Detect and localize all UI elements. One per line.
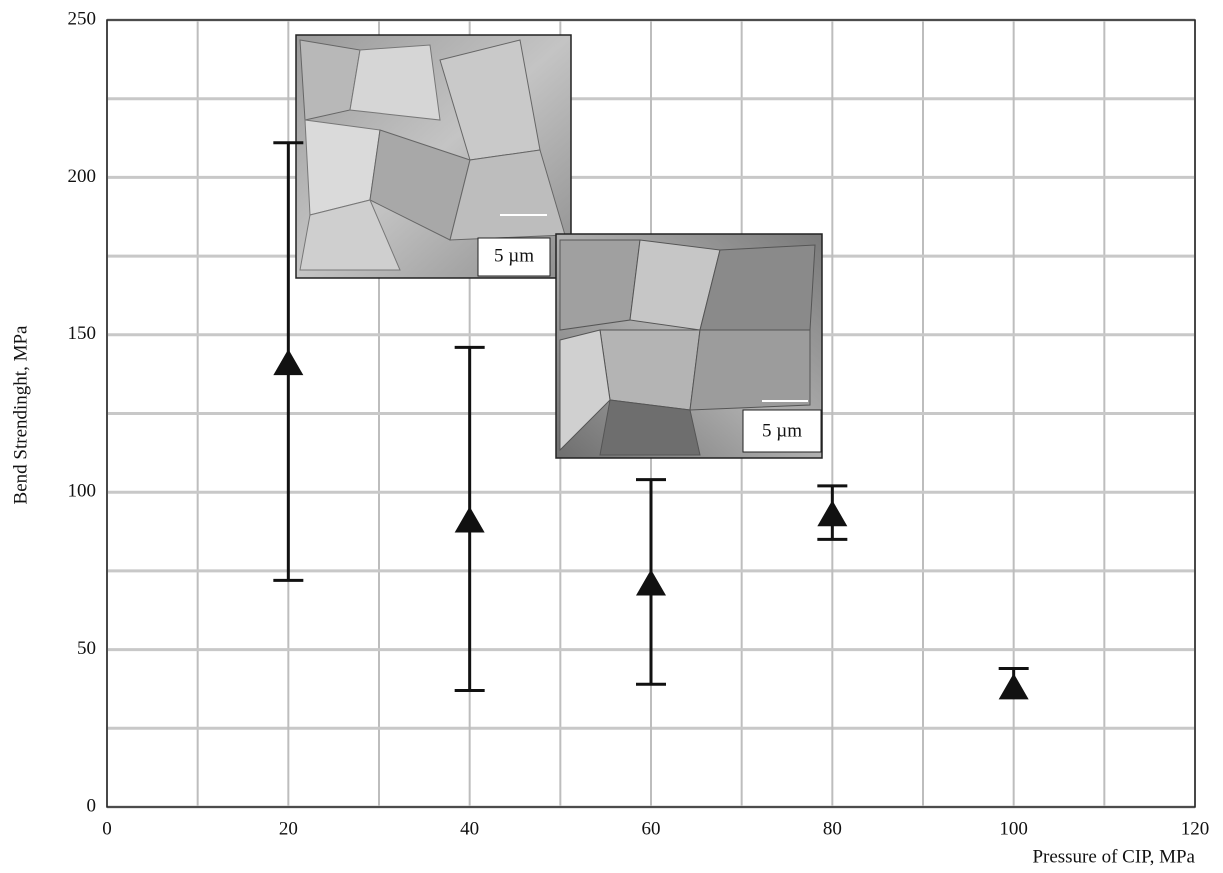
x-tick-label: 80 xyxy=(823,818,842,839)
x-tick-label: 0 xyxy=(102,818,112,839)
marker xyxy=(999,673,1029,699)
y-tick-label: 200 xyxy=(68,166,97,187)
x-tick-label: 40 xyxy=(460,818,479,839)
chart: 020406080100120050100150200250 5 xyxy=(0,0,1223,873)
y-tick-label: 250 xyxy=(68,8,97,29)
y-axis-label: Bend Strendinght, MPa xyxy=(10,325,31,504)
annotation: 5 µm xyxy=(762,420,802,441)
x-tick-label: 100 xyxy=(999,818,1028,839)
x-tick-label: 60 xyxy=(642,818,661,839)
y-tick-label: 0 xyxy=(87,795,97,816)
y-tick-label: 150 xyxy=(68,323,97,344)
y-tick-label: 50 xyxy=(77,638,96,659)
marker xyxy=(273,349,303,375)
annotation: 5 µm xyxy=(494,245,534,266)
y-tick-label: 100 xyxy=(68,481,97,502)
marker xyxy=(636,569,666,595)
x-axis-label: Pressure of CIP, MPa xyxy=(1032,846,1195,867)
x-tick-label: 120 xyxy=(1181,818,1210,839)
sem-image xyxy=(296,35,571,278)
marker xyxy=(817,500,847,526)
x-tick-label: 20 xyxy=(279,818,298,839)
marker xyxy=(455,507,485,533)
